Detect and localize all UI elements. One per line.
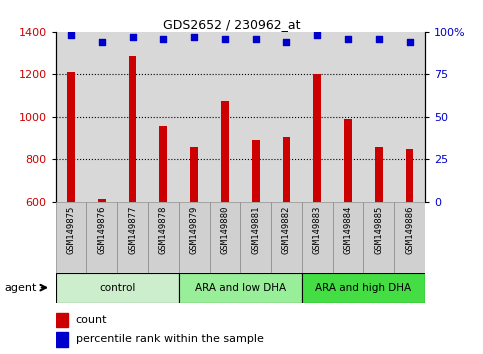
Point xyxy=(344,36,352,41)
Text: GSM149877: GSM149877 xyxy=(128,205,137,254)
Bar xyxy=(394,202,425,273)
Bar xyxy=(406,149,413,202)
Text: count: count xyxy=(76,315,107,325)
Bar xyxy=(56,202,86,273)
Bar xyxy=(344,119,352,202)
Bar xyxy=(302,273,425,303)
Text: agent: agent xyxy=(5,282,37,293)
Point xyxy=(283,39,290,45)
Bar xyxy=(302,202,333,273)
Text: GSM149886: GSM149886 xyxy=(405,205,414,254)
Point xyxy=(375,36,383,41)
Bar xyxy=(179,202,210,273)
Text: GSM149885: GSM149885 xyxy=(374,205,384,254)
Text: GSM149881: GSM149881 xyxy=(251,205,260,254)
Bar xyxy=(271,202,302,273)
Bar xyxy=(240,202,271,273)
Bar xyxy=(128,56,136,202)
Bar xyxy=(210,202,240,273)
Bar xyxy=(313,74,321,202)
Text: ARA and low DHA: ARA and low DHA xyxy=(195,282,286,293)
Text: GSM149879: GSM149879 xyxy=(190,205,199,254)
Bar xyxy=(364,202,394,273)
Bar xyxy=(252,140,259,202)
Bar xyxy=(98,199,106,202)
Bar xyxy=(221,101,229,202)
Point xyxy=(252,36,259,41)
Bar xyxy=(67,72,75,202)
Point xyxy=(221,36,229,41)
Bar xyxy=(56,273,179,303)
Text: GSM149878: GSM149878 xyxy=(159,205,168,254)
Point xyxy=(159,36,167,41)
Point xyxy=(98,39,106,45)
Text: GSM149875: GSM149875 xyxy=(67,205,75,254)
Text: GSM149884: GSM149884 xyxy=(343,205,353,254)
Bar xyxy=(159,126,167,202)
Text: GSM149876: GSM149876 xyxy=(97,205,106,254)
Bar xyxy=(86,202,117,273)
Point xyxy=(190,34,198,40)
Text: GSM149882: GSM149882 xyxy=(282,205,291,254)
Bar xyxy=(56,332,69,347)
Bar xyxy=(56,313,69,327)
Text: ARA and high DHA: ARA and high DHA xyxy=(315,282,412,293)
Bar xyxy=(333,202,364,273)
Bar xyxy=(179,273,302,303)
Bar xyxy=(283,137,290,202)
Point xyxy=(128,34,136,40)
Text: GDS2652 / 230962_at: GDS2652 / 230962_at xyxy=(163,18,300,31)
Bar xyxy=(117,202,148,273)
Text: control: control xyxy=(99,282,135,293)
Text: percentile rank within the sample: percentile rank within the sample xyxy=(76,334,264,344)
Text: GSM149880: GSM149880 xyxy=(220,205,229,254)
Bar xyxy=(148,202,179,273)
Bar xyxy=(190,147,198,202)
Text: GSM149883: GSM149883 xyxy=(313,205,322,254)
Point xyxy=(313,33,321,38)
Point xyxy=(67,33,75,38)
Point xyxy=(406,39,413,45)
Bar xyxy=(375,147,383,202)
